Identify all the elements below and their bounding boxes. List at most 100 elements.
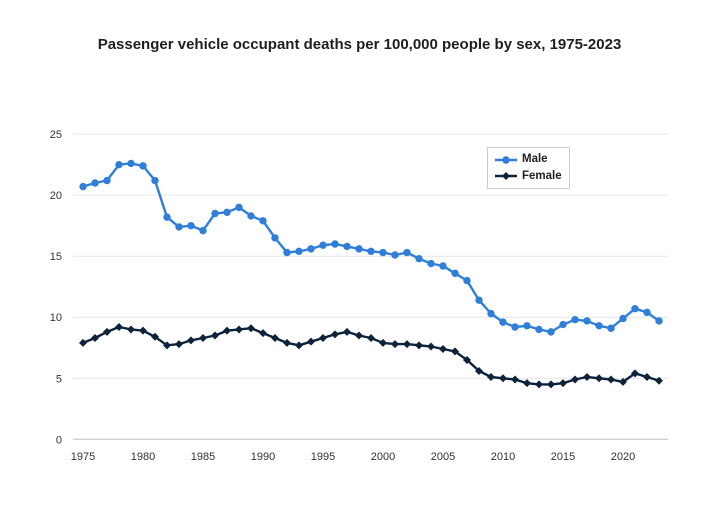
female-data-point bbox=[643, 373, 651, 382]
male-data-point bbox=[595, 322, 603, 330]
female-data-point bbox=[103, 327, 111, 336]
male-data-point bbox=[499, 318, 507, 326]
male-data-point bbox=[571, 315, 579, 324]
male-data-point bbox=[403, 248, 411, 257]
female-data-point bbox=[307, 337, 315, 346]
x-tick-label: 2005 bbox=[431, 451, 455, 463]
female-data-point bbox=[259, 329, 267, 338]
female-data-point bbox=[463, 355, 471, 364]
male-data-point bbox=[511, 323, 519, 331]
female-data-point bbox=[403, 340, 411, 349]
male-data-point bbox=[607, 324, 615, 332]
y-tick-label: 0 bbox=[56, 434, 62, 446]
male-data-point bbox=[619, 314, 627, 323]
female-data-point bbox=[379, 338, 387, 347]
male-data-point bbox=[235, 203, 243, 212]
x-tick-label: 1975 bbox=[71, 451, 95, 463]
female-data-point bbox=[391, 340, 399, 349]
female-data-point bbox=[319, 333, 327, 342]
female-data-point bbox=[283, 338, 291, 347]
female-data-point bbox=[187, 336, 195, 345]
y-tick-label: 15 bbox=[50, 251, 62, 263]
male-data-point bbox=[487, 309, 495, 318]
female-data-point bbox=[427, 342, 435, 351]
female-data-point bbox=[487, 373, 495, 382]
male-data-point bbox=[283, 248, 291, 257]
male-data-point bbox=[223, 208, 231, 216]
male-data-point bbox=[367, 247, 375, 256]
female-data-point bbox=[211, 331, 219, 340]
female-data-point bbox=[223, 326, 231, 335]
female-data-point bbox=[199, 333, 207, 342]
male-data-point bbox=[643, 308, 651, 317]
male-data-point bbox=[391, 251, 399, 259]
female-data-point bbox=[655, 376, 663, 385]
female-data-point bbox=[355, 331, 363, 340]
female-data-point bbox=[583, 373, 591, 382]
male-data-point bbox=[211, 209, 219, 218]
female-data-point bbox=[163, 341, 171, 350]
male-data-point bbox=[187, 221, 195, 230]
female-data-point bbox=[631, 369, 639, 378]
y-tick-label: 5 bbox=[56, 373, 62, 385]
male-data-point bbox=[379, 248, 387, 257]
male-data-point bbox=[655, 317, 663, 325]
female-data-point bbox=[571, 375, 579, 384]
female-data-point bbox=[343, 327, 351, 336]
x-tick-label: 1990 bbox=[251, 451, 275, 463]
female-data-point bbox=[151, 332, 159, 341]
male-data-point bbox=[163, 213, 171, 221]
male-data-point bbox=[79, 182, 87, 191]
female-data-point bbox=[607, 375, 615, 384]
male-data-point bbox=[271, 234, 279, 242]
male-data-point bbox=[175, 223, 183, 231]
female-data-point bbox=[547, 380, 555, 389]
female-data-point bbox=[559, 379, 567, 388]
female-data-point bbox=[115, 323, 123, 332]
x-tick-label: 2000 bbox=[371, 451, 395, 463]
male-data-point bbox=[355, 245, 363, 253]
x-tick-label: 2015 bbox=[551, 451, 575, 463]
female-data-point bbox=[235, 325, 243, 334]
chart-title: Passenger vehicle occupant deaths per 10… bbox=[97, 36, 622, 53]
male-data-point bbox=[343, 242, 351, 251]
female-data-point bbox=[499, 374, 507, 383]
female-data-point bbox=[595, 374, 603, 383]
male-data-point bbox=[331, 240, 339, 248]
female-data-point bbox=[295, 341, 303, 350]
male-data-point bbox=[91, 179, 99, 187]
legend: Male Female bbox=[487, 147, 570, 189]
male-data-point bbox=[127, 159, 135, 168]
male-data-point bbox=[295, 247, 303, 256]
female-diamond-icon bbox=[495, 172, 517, 181]
female-data-point bbox=[619, 377, 627, 386]
legend-label-male: Male bbox=[522, 153, 548, 165]
legend-item-female[interactable]: Female bbox=[495, 170, 562, 183]
male-data-point bbox=[307, 245, 315, 253]
female-data-point bbox=[535, 380, 543, 389]
male-data-point bbox=[463, 276, 471, 285]
female-data-point bbox=[175, 340, 183, 349]
female-data-point bbox=[415, 341, 423, 350]
female-data-point bbox=[451, 347, 459, 356]
male-data-point bbox=[139, 162, 147, 170]
y-tick-label: 20 bbox=[50, 190, 62, 202]
female-data-point bbox=[127, 325, 135, 334]
male-data-point bbox=[199, 226, 207, 235]
legend-item-male[interactable]: Male bbox=[495, 153, 561, 166]
female-data-point bbox=[331, 330, 339, 339]
female-data-point bbox=[367, 333, 375, 342]
male-data-point bbox=[475, 296, 483, 304]
male-data-point bbox=[559, 320, 567, 329]
female-data-point bbox=[79, 338, 87, 347]
male-data-point bbox=[151, 176, 159, 185]
female-data-point bbox=[271, 333, 279, 342]
male-data-point bbox=[631, 304, 639, 313]
y-tick-label: 25 bbox=[50, 129, 62, 141]
y-tick-label: 10 bbox=[50, 312, 62, 324]
male-data-point bbox=[115, 160, 123, 169]
x-tick-label: 2020 bbox=[611, 451, 635, 463]
male-data-point bbox=[259, 217, 267, 225]
